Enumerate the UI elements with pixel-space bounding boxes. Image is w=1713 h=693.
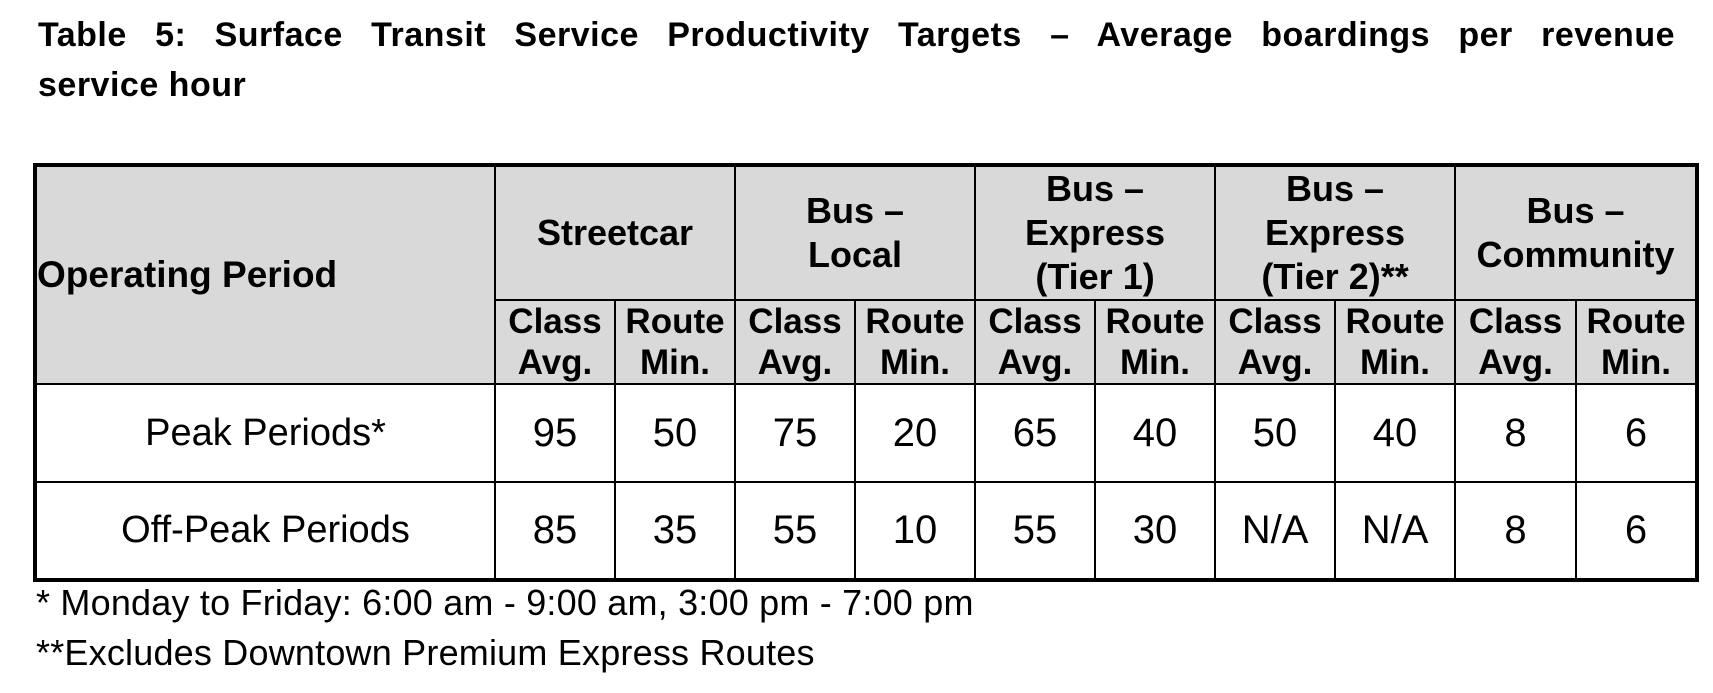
data-cell: 95 (494, 383, 616, 483)
subheader-route-min: Route Min. (853, 299, 977, 385)
data-cell: 35 (614, 481, 736, 581)
col-group-bus-local: Bus – Local (733, 164, 977, 301)
corner-header-operating-period: Operating Period (34, 164, 496, 385)
data-cell: 6 (1575, 383, 1699, 483)
footnote-tier2-exclusion: **Excludes Downtown Premium Express Rout… (36, 632, 815, 673)
footnotes: * Monday to Friday: 6:00 am - 9:00 am, 3… (36, 578, 1436, 678)
col-group-bus-community: Bus – Community (1454, 164, 1699, 301)
data-cell: 10 (853, 481, 977, 581)
productivity-targets-table: Operating Period Streetcar Bus – Local B… (33, 163, 1700, 582)
subheader-route-min: Route Min. (1094, 299, 1217, 385)
subheader-class-avg: Class Avg. (1214, 299, 1337, 385)
data-cell: 50 (1214, 383, 1337, 483)
col-group-bus-express-tier2: Bus – Express (Tier 2)** (1214, 164, 1457, 301)
subheader-route-min: Route Min. (614, 299, 736, 385)
title-line-2: service hour (38, 66, 247, 104)
data-cell: 6 (1575, 481, 1699, 581)
subheader-route-min: Route Min. (1575, 299, 1699, 385)
data-cell: 55 (974, 481, 1097, 581)
data-cell: 40 (1334, 383, 1457, 483)
table-header-sub-row: Class Avg. Route Min. Class Avg. Route M… (35, 299, 1699, 385)
data-cell: 55 (734, 481, 856, 581)
data-cell: 8 (1454, 481, 1578, 581)
subheader-route-min: Route Min. (1334, 299, 1457, 385)
footnote-peak-definition: * Monday to Friday: 6:00 am - 9:00 am, 3… (36, 582, 974, 623)
subheader-class-avg: Class Avg. (494, 299, 616, 385)
page-title: Table 5: Surface Transit Service Product… (38, 10, 1675, 110)
row-label-peak-periods: Peak Periods* (34, 383, 496, 483)
data-cell: 65 (974, 383, 1097, 483)
data-cell: 40 (1094, 383, 1217, 483)
col-group-streetcar: Streetcar (494, 164, 736, 301)
data-cell: 50 (614, 383, 736, 483)
data-cell: 75 (734, 383, 856, 483)
data-cell: N/A (1334, 481, 1457, 581)
table-row-peak-periods: Peak Periods* 95 50 75 20 65 40 50 40 8 … (34, 383, 1699, 483)
col-group-bus-express-tier1: Bus – Express (Tier 1) (974, 164, 1217, 301)
data-cell: 85 (494, 481, 616, 581)
title-line-1: Table 5: Surface Transit Service Product… (38, 16, 1675, 54)
data-cell: 20 (853, 383, 977, 483)
data-cell: 30 (1094, 481, 1217, 581)
table-header-group-row: Operating Period Streetcar Bus – Local B… (34, 164, 1699, 385)
row-label-off-peak-periods: Off-Peak Periods (34, 481, 496, 581)
subheader-class-avg: Class Avg. (974, 299, 1097, 385)
data-cell: N/A (1214, 481, 1337, 581)
table-row-off-peak-periods: Off-Peak Periods 85 35 55 10 55 30 N/A N… (34, 481, 1699, 581)
data-cell: 8 (1454, 383, 1578, 483)
subheader-class-avg: Class Avg. (1454, 299, 1578, 385)
subheader-class-avg: Class Avg. (734, 299, 856, 385)
